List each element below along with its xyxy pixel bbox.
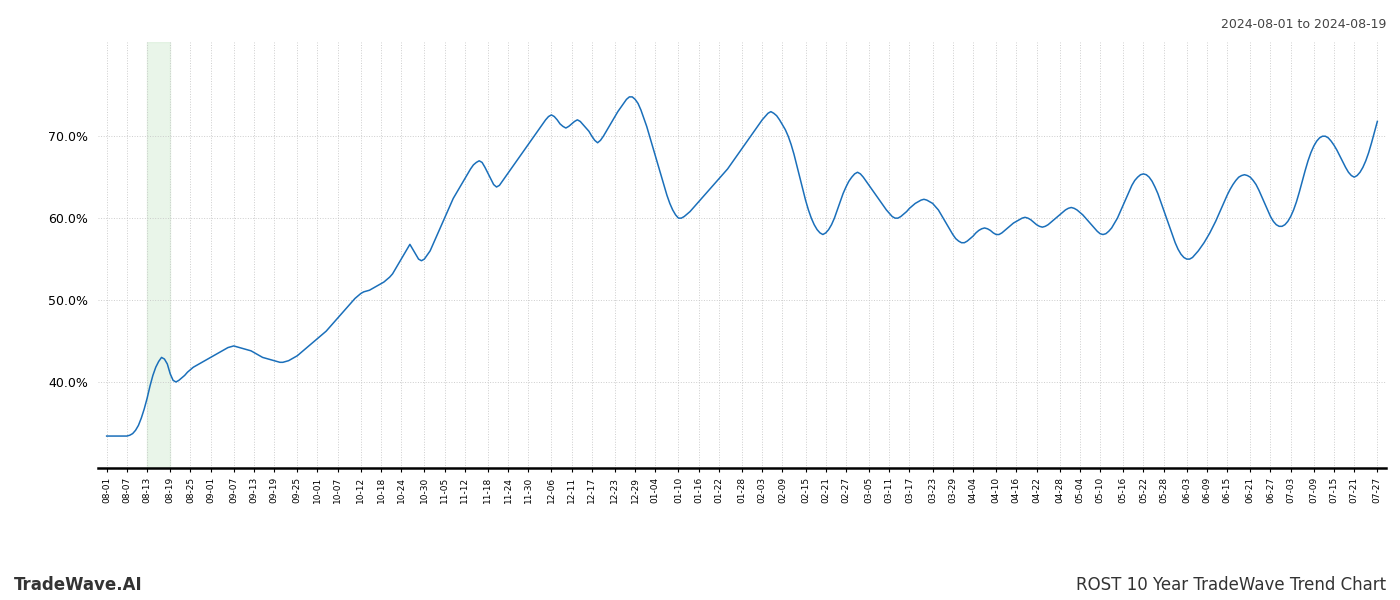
Text: TradeWave.AI: TradeWave.AI [14,576,143,594]
Bar [147,42,171,468]
Text: ROST 10 Year TradeWave Trend Chart: ROST 10 Year TradeWave Trend Chart [1075,576,1386,594]
Text: 2024-08-01 to 2024-08-19: 2024-08-01 to 2024-08-19 [1221,18,1386,31]
